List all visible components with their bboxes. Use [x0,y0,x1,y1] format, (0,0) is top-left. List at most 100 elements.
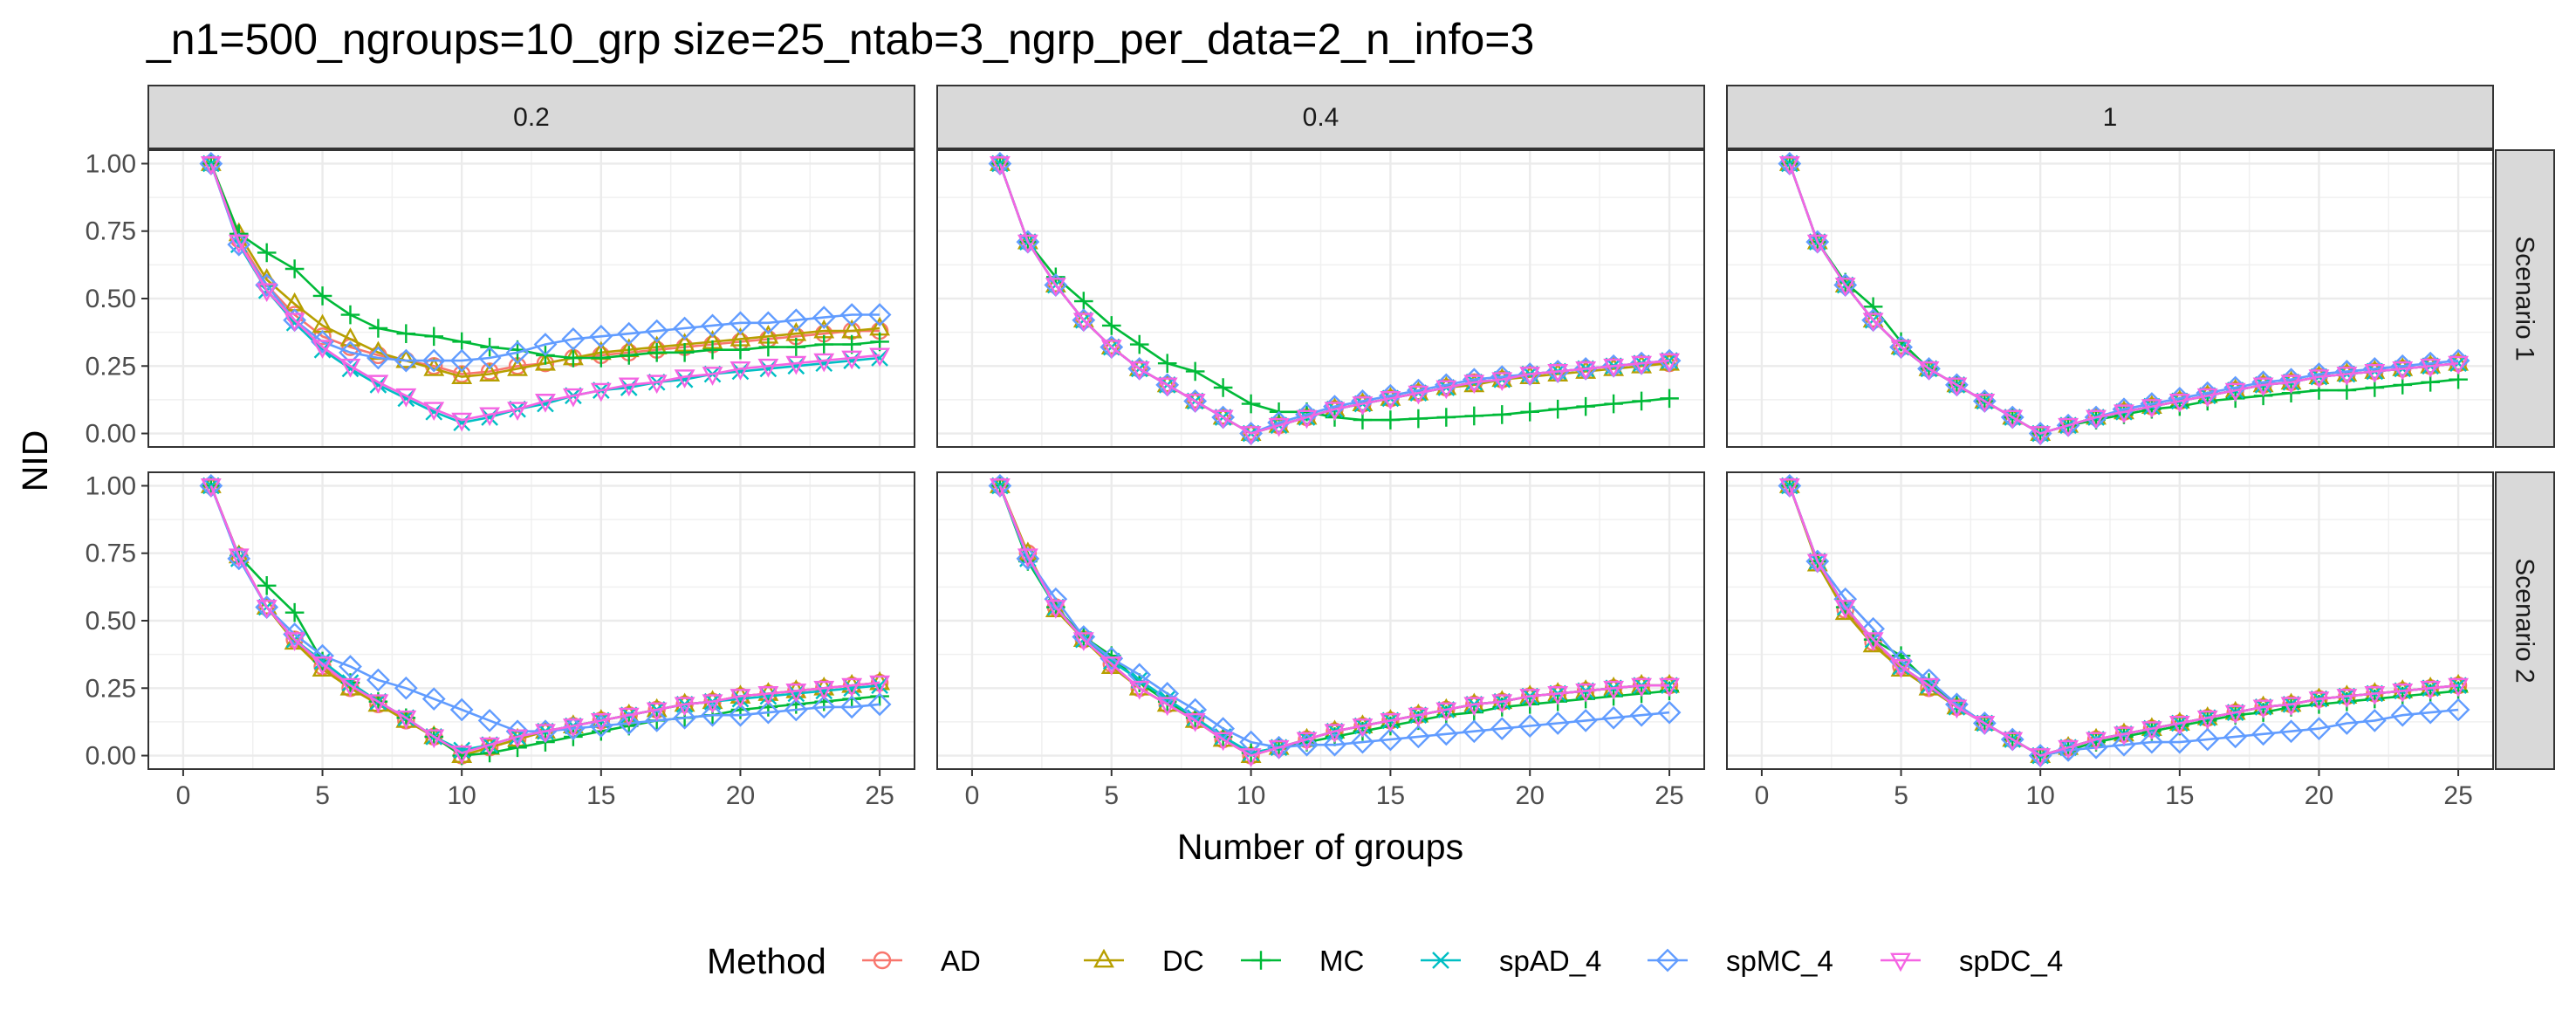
data-point-spDC_4 [1890,659,1912,678]
data-point-spAD_4 [843,679,861,698]
data-point-spMC_4 [449,698,474,722]
data-point-spMC_4 [839,695,864,719]
data-point-MC [675,343,695,362]
data-point-spDC_4 [1296,409,1318,430]
data-point-spDC_4 [2252,377,2274,397]
data-point-spMC_4 [2362,708,2387,732]
series-line-spDC_4 [998,163,1670,435]
data-point-spDC_4 [1017,234,1038,254]
data-point-spDC_4 [562,718,584,738]
legend-label: DC [1162,945,1204,977]
data-point-spDC_4 [451,746,473,765]
data-point-spDC_4 [2364,364,2386,383]
data-point-spMC_4 [505,719,530,744]
data-point-spDC_4 [200,156,222,175]
data-point-spDC_4 [2168,716,2190,735]
series-spDC_4 [200,478,891,765]
data-point-spDC_4 [228,234,250,254]
data-point-spAD_4 [285,313,304,332]
x-tick-label: 5 [315,781,330,810]
data-point-spDC_4 [1408,707,1429,727]
data-point-spDC_4 [1862,632,1884,651]
data-point-spDC_4 [841,350,863,370]
data-point-spDC_4 [1156,377,1178,397]
data-point-spMC_4 [394,348,418,373]
data-point-spDC_4 [1974,394,1996,413]
data-point-spAD_4 [759,687,778,705]
data-point-spMC_4 [477,346,502,370]
data-point-spMC_4 [1545,711,1570,735]
data-point-spDC_4 [1519,689,1541,708]
panel-scenario-1-1 [1726,149,2494,448]
data-point-spDC_4 [989,478,1011,498]
legend-label: spDC_4 [1959,945,2063,977]
data-point-spDC_4 [1045,600,1066,619]
data-point-DC [395,348,417,368]
x-tick-label: 15 [1376,781,1405,810]
data-point-spMC_4 [311,643,334,668]
data-point-spDC_4 [2086,409,2107,430]
data-point-spDC_4 [367,694,389,714]
data-point-spMC_4 [255,273,279,297]
data-point-spMC_4 [505,340,530,365]
data-point-spAD_4 [453,741,471,760]
data-point-spDC_4 [702,694,723,714]
data-point-spAD_4 [787,684,805,703]
x-tick-label: 10 [447,781,476,810]
data-point-spDC_4 [1128,361,1150,381]
data-point-spMC_4 [2140,730,2164,754]
y-tick-label: 0.00 [86,420,136,449]
data-point-DC [451,365,473,385]
data-point-spDC_4 [256,600,277,619]
data-point-spDC_4 [1834,278,1856,297]
data-point-spDC_4 [2086,732,2107,752]
panel-border [1726,149,2494,448]
data-point-spAD_4 [313,652,332,670]
data-point-spMC_4 [477,708,502,732]
legend-key-marker [1093,948,1114,968]
data-point-spDC_4 [1352,718,1374,738]
data-point-spDC_4 [423,402,445,422]
data-point-spDC_4 [646,375,668,395]
row-strip-label: Scenario 1 [2511,236,2539,361]
data-point-spMC_4 [1434,722,1458,746]
data-point-spDC_4 [674,369,695,388]
data-point-spDC_4 [1184,394,1206,413]
legend-title: Method [707,941,826,981]
data-point-spDC_4 [2030,748,2052,767]
data-point-spMC_4 [1917,668,1941,692]
series-line-spDC_4 [998,485,1669,757]
series-line-spDC_4 [209,163,880,422]
data-point-spDC_4 [1631,677,1653,698]
data-point-spMC_4 [812,695,836,719]
data-point-MC [842,689,861,709]
data-point-spDC_4 [1491,694,1513,714]
row-strip-0 [2495,149,2555,448]
data-point-spAD_4 [1661,677,1678,695]
x-tick-label: 25 [865,781,894,810]
x-tick-label: 15 [586,781,615,810]
data-point-spMC_4 [394,676,418,700]
data-point-spMC_4 [311,330,334,354]
data-point-spMC_4 [2307,717,2331,741]
data-point-spMC_4 [784,698,808,722]
data-point-MC [1548,399,1567,419]
data-point-DC [1072,308,1094,328]
data-point-DC [1045,273,1066,292]
data-point-spDC_4 [1072,313,1094,333]
data-point-spDC_4 [507,402,528,422]
data-point-MC [814,334,834,354]
data-point-spDC_4 [2392,683,2414,703]
data-point-MC [1241,394,1261,414]
data-point-spAD_4 [871,677,888,695]
data-point-spMC_4 [449,348,474,373]
data-point-spMC_4 [339,340,362,365]
data-point-spMC_4 [1127,663,1152,687]
data-point-spAD_4 [620,379,638,396]
data-point-spMC_4 [1323,732,1346,757]
data-point-spDC_4 [1659,677,1680,698]
data-point-MC [1101,316,1121,335]
data-point-spDC_4 [339,358,361,378]
data-point-spDC_4 [312,340,333,359]
